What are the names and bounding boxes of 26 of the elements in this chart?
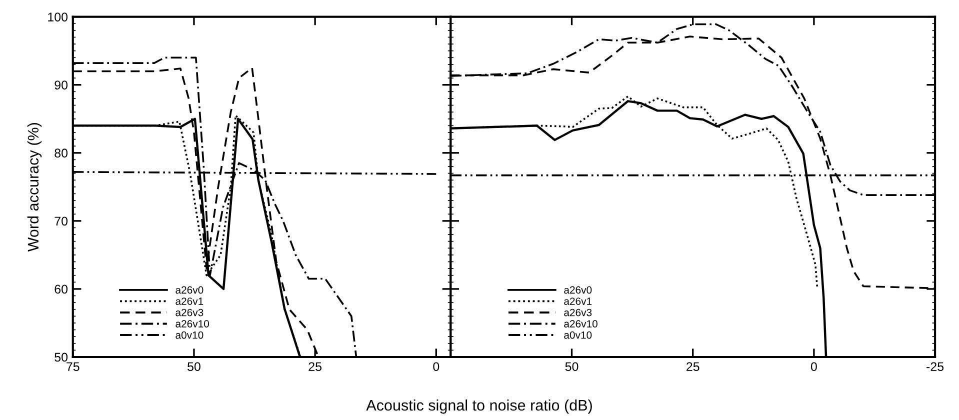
y-tick-label: 60 bbox=[54, 284, 68, 294]
legend-label: a26v10 bbox=[176, 320, 210, 328]
x-tick-label: -25 bbox=[926, 362, 944, 372]
x-tick-label: 0 bbox=[810, 362, 817, 372]
y-tick-label: 90 bbox=[54, 80, 68, 90]
legend-label: a26v0 bbox=[564, 286, 592, 294]
x-tick-label: 25 bbox=[686, 362, 700, 372]
x-tick-label: 50 bbox=[565, 362, 578, 372]
legend-label: a26v10 bbox=[564, 320, 598, 328]
legend-label: a0v10 bbox=[564, 331, 592, 339]
y-tick-label: 70 bbox=[54, 216, 68, 226]
x-tick-label: 75 bbox=[66, 362, 80, 372]
x-axis-title: Acoustic signal to noise ratio (dB) bbox=[366, 399, 592, 414]
x-tick-label: 50 bbox=[188, 362, 200, 372]
legend-label: a26v1 bbox=[176, 298, 204, 305]
y-tick-label: 100 bbox=[48, 12, 68, 22]
x-tick-label: 0 bbox=[433, 362, 440, 372]
y-tick-label: 50 bbox=[54, 352, 68, 362]
x-tick-label: 25 bbox=[308, 362, 322, 372]
legend-label: a26v1 bbox=[564, 298, 592, 305]
y-tick-label: 80 bbox=[54, 148, 68, 158]
y-axis-title: Word accuracy (%) bbox=[27, 123, 42, 252]
legend-label: a26v0 bbox=[176, 286, 204, 294]
legend-label: a26v3 bbox=[176, 308, 204, 316]
legend-label: a0v10 bbox=[176, 331, 204, 339]
legend-label: a26v3 bbox=[564, 308, 592, 316]
